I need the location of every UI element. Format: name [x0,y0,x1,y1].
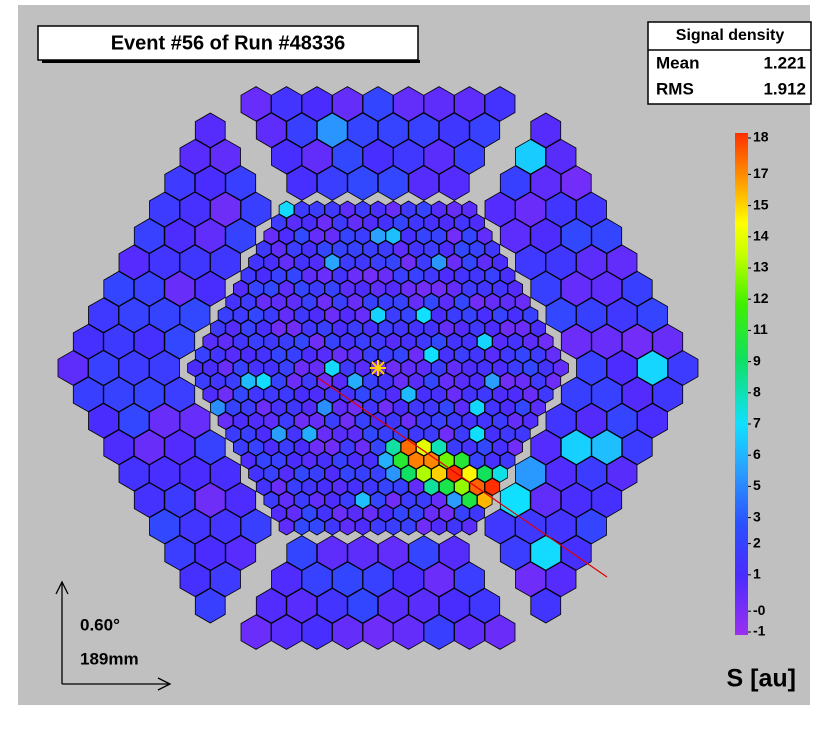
camera-display: Event #56 of Run #48336 Signal density M… [0,0,819,729]
title: Event #56 of Run #48336 [111,32,346,54]
camera-pixel [310,518,325,535]
color-tick-label: 17 [753,165,769,181]
scale-length: 189mm [80,649,139,668]
stats-value: 1.221 [763,53,806,72]
camera-pixel [279,518,294,535]
color-bar [735,133,748,635]
color-tick-label: 6 [753,446,761,462]
color-tick-label: 15 [753,196,769,212]
camera-pixel [432,518,447,535]
color-tick-label: 18 [753,129,769,145]
color-tick-label: 3 [753,508,761,524]
stats-label: Mean [656,53,699,72]
color-tick-label: -1 [753,623,766,639]
color-tick-label: 7 [753,415,761,431]
color-tick-label: 8 [753,384,761,400]
color-tick-label: -0 [753,602,766,618]
camera-pixel [340,518,355,535]
source-marker [370,360,386,376]
stats-value: 1.912 [763,79,806,98]
scale-angle: 0.60° [80,615,120,634]
color-tick-label: 5 [753,477,761,493]
camera-pixel [371,518,386,535]
color-tick-label: 9 [753,352,761,368]
camera-pixel [462,518,477,535]
color-tick-label: 14 [753,228,769,244]
color-tick-label: 2 [753,534,761,550]
title-shadow [42,60,420,63]
stats-label: RMS [656,79,694,98]
color-tick-label: 1 [753,566,761,582]
stats-header: Signal density [676,27,785,44]
color-tick-label: 13 [753,259,769,275]
scale-unit-label: S [au] [727,665,796,693]
color-tick-label: 12 [753,290,769,306]
camera-pixel [401,518,416,535]
color-tick-label: 11 [753,321,768,337]
